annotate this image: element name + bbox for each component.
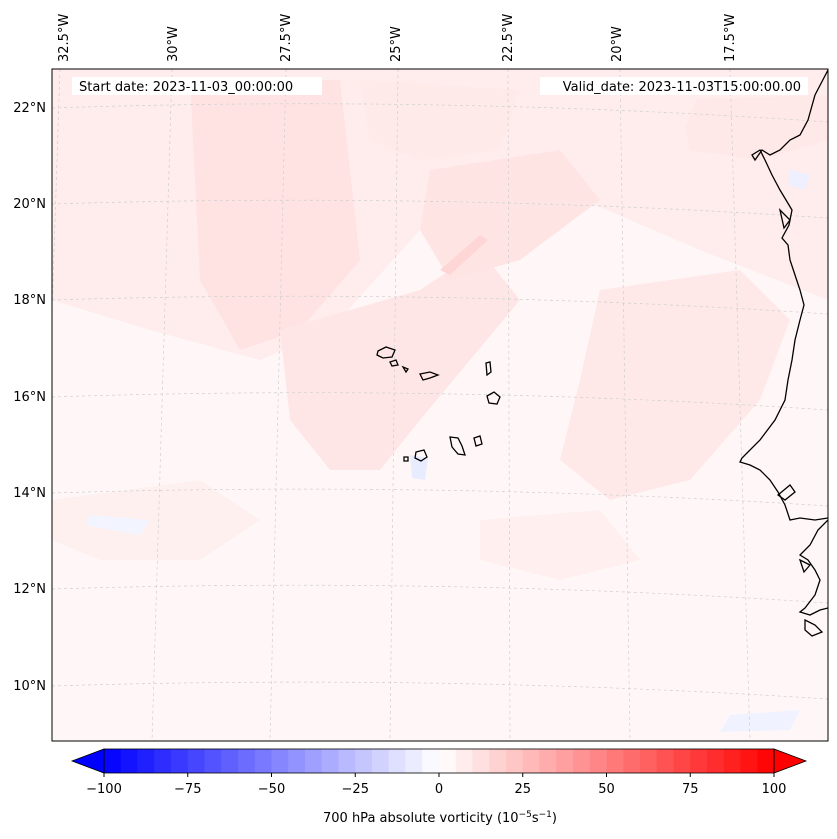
- lon-label-32-5: 32.5°W: [57, 14, 72, 62]
- coast-detail-3: [804, 618, 824, 637]
- colorbar-cell: [522, 749, 540, 773]
- colorbar-tick-label: 100: [762, 782, 787, 797]
- colorbar-cell: [405, 749, 423, 773]
- island-sao-vicente: [389, 359, 399, 367]
- colorbar: −100 −75 −50 −25 0 25 50 75 100 700 hPa absolute…: [70, 748, 808, 826]
- colorbar-cell: [187, 749, 205, 773]
- vorticity-field: [52, 69, 828, 732]
- coast-detail-1: [776, 484, 796, 501]
- map-frame: [51, 68, 829, 742]
- valid-date-box: [540, 77, 808, 95]
- lat-label-22: 22°N: [13, 101, 46, 116]
- island-santo-antao: [376, 346, 396, 359]
- colorbar-cell: [573, 749, 591, 773]
- lat-label-18: 18°N: [13, 293, 46, 308]
- valid-date-label: Valid_date: 2023-11-03T15:00:00.00: [563, 80, 801, 95]
- lon-label-30: 30°W: [166, 26, 181, 62]
- colorbar-tick-label: 0: [435, 782, 443, 797]
- island-boa-vista: [486, 391, 501, 405]
- coastline: [739, 69, 828, 637]
- island-santa-luzia: [401, 365, 409, 374]
- colorbar-cell: [388, 749, 406, 773]
- colorbar-cell: [137, 749, 155, 773]
- colorbar-cell: [204, 749, 222, 773]
- colorbar-cell: [757, 749, 775, 773]
- colorbar-cell: [640, 749, 658, 773]
- colorbar-cell: [472, 749, 490, 773]
- colorbar-cell: [623, 749, 641, 773]
- colorbar-cell: [104, 749, 122, 773]
- colorbar-cell: [321, 749, 339, 773]
- colorbar-cell: [288, 749, 306, 773]
- colorbar-cell: [489, 749, 507, 773]
- colorbar-cell: [673, 749, 691, 773]
- colorbar-cell: [539, 749, 557, 773]
- island-sao-nicolau: [419, 371, 440, 381]
- colorbar-tick-label: −50: [258, 782, 285, 797]
- island-santiago: [449, 436, 466, 456]
- colorbar-cell: [338, 749, 356, 773]
- colorbar-cell: [271, 749, 289, 773]
- africa-coast: [739, 69, 828, 521]
- lon-label-25: 25°W: [389, 26, 404, 62]
- lat-label-12: 12°N: [13, 582, 46, 597]
- lon-label-17-5: 17.5°W: [723, 14, 738, 62]
- colorbar-tick-label: −25: [342, 782, 369, 797]
- colorbar-cell: [221, 749, 239, 773]
- lon-label-27-5: 27.5°W: [279, 14, 294, 62]
- colorbar-high-extension: [773, 748, 808, 774]
- colorbar-ticks: −100 −75 −50 −25 0 25 50 75 100: [86, 773, 786, 797]
- colorbar-cell: [707, 749, 725, 773]
- coast-detail-4: [798, 558, 812, 574]
- colorbar-tick-label: 50: [598, 782, 615, 797]
- colorbar-cell: [455, 749, 473, 773]
- island-fogo: [414, 449, 428, 462]
- graticule: [52, 69, 828, 741]
- colorbar-low-extension: [70, 748, 105, 774]
- colorbar-cell: [305, 749, 323, 773]
- lon-label-20: 20°W: [610, 26, 625, 62]
- colorbar-cell: [690, 749, 708, 773]
- colorbar-cell: [171, 749, 189, 773]
- cape-verde-islands: [376, 346, 501, 462]
- island-brava: [403, 456, 409, 462]
- africa-coast-south: [798, 519, 828, 616]
- latitude-labels: 22°N 20°N 18°N 16°N 14°N 12°N 10°N: [13, 101, 46, 694]
- colorbar-cell: [372, 749, 390, 773]
- colorbar-tick-label: −100: [86, 782, 122, 797]
- colorbar-cell: [355, 749, 373, 773]
- longitude-labels: 32.5°W 30°W 27.5°W 25°W 22.5°W 20°W 17.5…: [57, 14, 738, 62]
- lat-label-10: 10°N: [13, 679, 46, 694]
- start-date-label: Start date: 2023-11-03_00:00:00: [79, 80, 293, 95]
- colorbar-cell: [154, 749, 172, 773]
- map-panel: Start date: 2023-11-03_00:00:00 Valid_da…: [52, 69, 828, 741]
- colorbar-cell: [589, 749, 607, 773]
- colorbar-tick-label: 75: [682, 782, 699, 797]
- colorbar-cell: [606, 749, 624, 773]
- colorbar-label: 700 hPa absolute vorticity (10−5s−1): [323, 810, 557, 826]
- colorbar-cell: [506, 749, 524, 773]
- lat-label-20: 20°N: [13, 197, 46, 212]
- colorbar-cell: [422, 749, 440, 773]
- colorbar-cell: [556, 749, 574, 773]
- colorbar-cell: [740, 749, 758, 773]
- island-sal: [485, 361, 492, 377]
- colorbar-cell: [238, 749, 256, 773]
- colorbar-tick-label: −75: [174, 782, 201, 797]
- lon-label-22-5: 22.5°W: [501, 14, 516, 62]
- coast-detail-2: [778, 207, 791, 230]
- colorbar-cells: [104, 749, 775, 773]
- lat-label-16: 16°N: [13, 390, 46, 405]
- colorbar-cell: [120, 749, 138, 773]
- colorbar-tick-label: 25: [514, 782, 531, 797]
- lat-label-14: 14°N: [13, 486, 46, 501]
- colorbar-cell: [254, 749, 272, 773]
- island-maio: [473, 435, 483, 447]
- colorbar-cell: [723, 749, 741, 773]
- start-date-box: [72, 77, 322, 95]
- colorbar-cell: [439, 749, 457, 773]
- colorbar-cell: [656, 749, 674, 773]
